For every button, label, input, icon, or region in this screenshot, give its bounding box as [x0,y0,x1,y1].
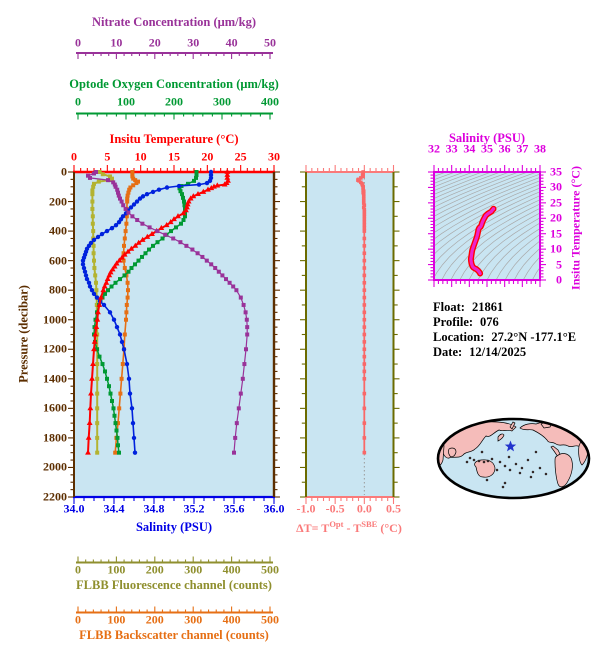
backscatter-tick-label: 100 [107,612,126,627]
world-map [436,417,591,500]
ts_salinity-tick-label: 37 [516,141,529,156]
nitrate-tick-label: 50 [264,35,276,50]
nitrate-tick-label: 10 [110,35,123,50]
date-value: 12/14/2025 [469,345,527,359]
pressure-tick-label: 1600 [43,400,67,415]
temperature-tick-label: 5 [104,149,111,164]
temperature-tick-label: 15 [168,149,180,164]
pressure-tick-label: 2000 [43,459,67,474]
ts_temperature-tick-label: 20 [550,210,562,225]
backscatter-tick-label: 300 [184,612,203,627]
location-row: Location: 27.2°N -177.1°E [433,330,577,344]
pressure-tick-label: 1200 [43,341,67,356]
salinity-tick-label: 34.4 [103,501,125,516]
oxygen-tick-label: 300 [213,94,231,109]
delta-t-axis-title: ΔT= TOpt - TSBE (°C) [296,519,402,535]
backscatter-tick-label: 0 [75,612,81,627]
oxygen-tick-label: 200 [165,94,183,109]
ts_temperature-tick-label: 30 [550,179,562,194]
delta_t-tick-label: -1.0 [296,501,316,516]
backscatter-tick-label: 200 [145,612,164,627]
ts_temperature-tick-label: 25 [550,195,562,210]
map-outline [436,417,591,500]
fluorescence-tick-label: 200 [145,562,164,577]
ts_salinity-tick-label: 35 [481,141,493,156]
oxygen-tick-label: 100 [117,94,135,109]
float-id-value: 21861 [471,300,504,314]
nitrate-axis-title: Nitrate Concentration (μm/kg) [92,15,256,29]
ts_salinity-tick-label: 34 [463,141,476,156]
nitrate-tick-label: 0 [75,35,81,50]
ts_salinity-tick-label: 32 [428,141,440,156]
nitrate-tick-label: 20 [148,35,161,50]
delta_t-tick-label: 0.5 [386,501,401,516]
pressure-tick-label: 1400 [43,371,67,386]
backscatter-tick-label: 500 [261,612,279,627]
salinity-axis-title: Salinity (PSU) [135,520,213,534]
temperature-tick-label: 10 [134,149,147,164]
ts_temperature-tick-label: 5 [556,257,562,272]
nitrate-tick-label: 40 [225,35,238,50]
pressure-tick-label: 800 [49,282,67,297]
pressure-tick-label: 1800 [43,430,67,445]
float-location-star [504,440,517,452]
salinity-tick-label: 34.0 [63,501,85,516]
profile-value: 076 [480,315,499,329]
location-value: 27.2°N -177.1°E [491,330,577,344]
profile-row: Profile: 076 [433,315,499,329]
ts_salinity-tick-label: 36 [498,141,511,156]
float-id-row: Float: 21861 [433,300,504,314]
temperature-tick-label: 0 [71,149,77,164]
oxygen-tick-label: 400 [261,94,279,109]
oxygen-axis-title: Optode Oxygen Concentration (μm/kg) [69,77,279,91]
temperature-tick-label: 30 [268,149,280,164]
fluorescence-tick-label: 0 [75,562,81,577]
delta_t-tick-label: -0.5 [325,501,345,516]
backscatter-axis-title: FLBB Backscatter channel (counts) [79,628,269,642]
salinity-tick-label: 34.8 [143,501,165,516]
backscatter-tick-label: 400 [222,612,241,627]
pressure-tick-label: 2200 [43,489,67,504]
fluorescence-tick-label: 100 [107,562,126,577]
oxygen-tick-label: 0 [75,94,81,109]
ts_temperature-tick-label: 15 [550,226,562,241]
ts-salinity-axis-title: Salinity (PSU) [448,131,526,145]
delta_t-tick-label: 0.0 [356,501,372,516]
ts_temperature-tick-label: 10 [550,241,562,256]
salinity-tick-label: 36.0 [263,501,285,516]
pressure-tick-label: 200 [49,194,67,209]
temperature-tick-label: 25 [234,149,247,164]
fluorescence-tick-label: 400 [222,562,241,577]
salinity-tick-label: 35.6 [223,501,245,516]
temperature-axis-title: Insitu Temperature (°C) [109,132,239,146]
pressure-tick-label: 600 [49,253,67,268]
ts_salinity-tick-label: 33 [445,141,458,156]
pressure-tick-label: 1000 [43,312,67,327]
date-row: Date: 12/14/2025 [433,345,527,359]
temperature-tick-label: 20 [201,149,214,164]
pressure-tick-label: 400 [49,223,67,238]
nitrate-tick-label: 30 [187,35,200,50]
fluorescence-tick-label: 300 [184,562,203,577]
fluorescence-tick-label: 500 [261,562,279,577]
ts_temperature-tick-label: 0 [556,272,562,287]
pressure-tick-label: 0 [61,164,67,179]
ts_temperature-tick-label: 35 [550,164,562,179]
salinity-tick-label: 35.2 [183,501,205,516]
fluorescence-axis-title: FLBB Fluorescence channel (counts) [76,578,272,592]
ts_salinity-tick-label: 38 [534,141,546,156]
float-info-block: Float: 21861 Profile: 076 Location: 27.2°N … [433,300,576,360]
